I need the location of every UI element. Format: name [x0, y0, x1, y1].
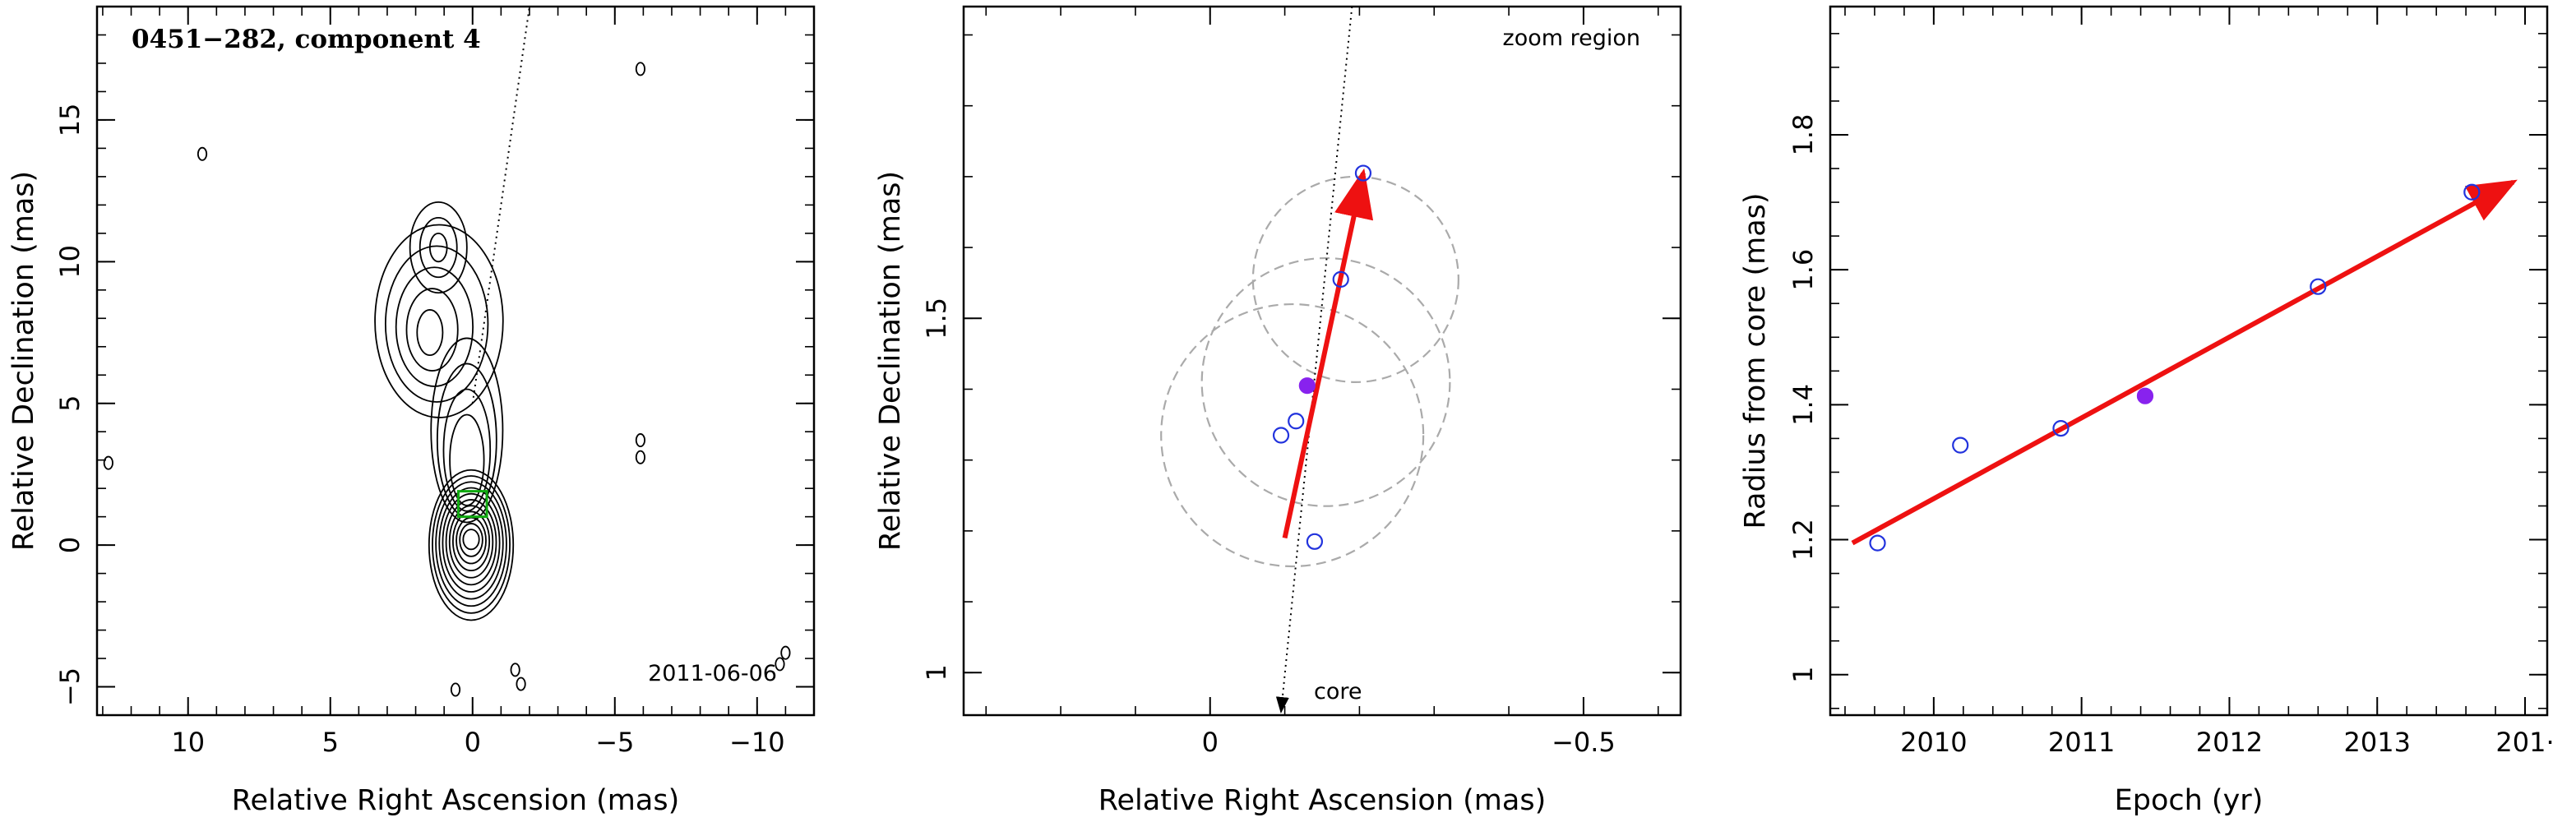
contour-core	[451, 510, 491, 572]
x-tick-label: 5	[322, 727, 339, 758]
contour-jet	[416, 309, 444, 357]
filled-data-point	[2136, 387, 2154, 404]
open-data-point	[1306, 533, 1324, 550]
panel-zoom-region: 0 −0.5 1 1.5 zoom region core Relative Righ…	[874, 5, 1682, 817]
contour-core	[445, 499, 497, 586]
zoom-region-box	[456, 490, 488, 519]
panel-radius-vs-epoch: 2010 2011 2012 2013 201· 1 1.2 1.4 1.6 1.8 Epoch …	[1739, 5, 2555, 817]
contour-core	[459, 523, 483, 557]
contour-jet	[405, 288, 459, 372]
filled-data-point	[1298, 377, 1316, 395]
x-tick-label: 2010	[1900, 727, 1967, 758]
contour-jet	[449, 413, 485, 506]
core-direction-line	[1275, 6, 1353, 713]
x-axis-label: Relative Right Ascension (mas)	[232, 784, 679, 817]
open-data-point	[1952, 436, 1969, 454]
x-axis-label: Relative Right Ascension (mas)	[1098, 784, 1546, 817]
open-data-point	[2463, 183, 2481, 201]
x-tick-label: 0	[1202, 727, 1219, 758]
contour-noise	[450, 682, 461, 697]
y-tick-label: 0	[54, 537, 86, 553]
open-data-point	[1332, 270, 1349, 288]
x-tick-label: −10	[729, 727, 785, 758]
contour-noise	[635, 450, 646, 464]
open-data-point	[1354, 164, 1372, 182]
open-data-point	[1288, 413, 1305, 430]
x-tick-label: 2012	[2196, 727, 2263, 758]
x-axis-label: Epoch (yr)	[2115, 784, 2264, 817]
x-tick-label: 2013	[2344, 727, 2411, 758]
plot-frame	[1829, 5, 2549, 717]
contour-jet	[428, 232, 448, 263]
contour-core	[448, 505, 494, 579]
contour-jet	[374, 224, 504, 418]
x-tick-label: 201·	[2495, 727, 2554, 758]
y-tick-label: 1	[1787, 667, 1819, 683]
uncertainty-circle	[1160, 302, 1425, 568]
motion-arrow	[1282, 168, 1374, 539]
x-tick-label: −0.5	[1552, 727, 1616, 758]
contour-core	[438, 487, 504, 600]
contour-core	[432, 475, 511, 614]
x-tick-label: 10	[171, 727, 205, 758]
plot-frame	[962, 5, 1682, 717]
panel-title: 0451−282, component 4	[132, 25, 481, 54]
x-tick-label: 0	[465, 727, 481, 758]
y-tick-label: 10	[54, 245, 86, 279]
contour-jet	[409, 201, 468, 294]
y-axis-label: Relative Declination (mas)	[874, 171, 907, 551]
y-tick-label: 1.4	[1787, 384, 1819, 426]
contour-core	[428, 469, 515, 621]
y-tick-label: 15	[54, 104, 86, 137]
uncertainty-circle	[1200, 256, 1451, 507]
zoom-region-label: zoom region	[1503, 25, 1640, 51]
y-tick-label: −5	[54, 667, 86, 706]
contour-noise	[510, 663, 520, 677]
y-axis-label: Radius from core (mas)	[1739, 192, 1772, 529]
core-label: core	[1314, 679, 1362, 704]
position-points	[1272, 164, 1372, 550]
contour-noise	[775, 657, 785, 672]
contour-jet	[430, 337, 504, 524]
open-data-point	[1272, 427, 1290, 444]
contour-noise	[103, 455, 113, 470]
contour-noise	[780, 645, 791, 660]
contour-jet	[442, 388, 492, 512]
date-label: 2011-06-06	[648, 661, 777, 686]
x-tick-label: −5	[595, 727, 634, 758]
y-tick-label: 5	[54, 395, 86, 412]
x-tick-label: 2011	[2048, 727, 2115, 758]
uncertainty-circles	[1160, 175, 1459, 568]
contour-map	[103, 62, 791, 697]
jet-direction-line	[471, 6, 530, 404]
contour-noise	[635, 62, 646, 76]
y-axis-label: Relative Declination (mas)	[7, 171, 40, 551]
fit-arrow	[1851, 179, 2518, 546]
y-tick-label: 1.5	[921, 298, 952, 339]
y-tick-label: 1.6	[1787, 249, 1819, 291]
open-data-point	[2052, 419, 2070, 437]
axis-ticks: 0 −0.5 1 1.5	[921, 7, 1681, 758]
contour-core	[462, 529, 480, 551]
open-data-point	[2310, 278, 2327, 295]
plot-frame	[95, 5, 816, 717]
y-tick-label: 1.8	[1787, 114, 1819, 156]
contour-noise	[197, 146, 208, 161]
radius-points	[1869, 183, 2481, 552]
axis-ticks: 10 5 0 −5 −10 −5 0 5 10 15	[54, 6, 815, 758]
uncertainty-circle	[1251, 175, 1459, 383]
contour-noise	[516, 677, 526, 691]
contour-noise	[635, 433, 646, 448]
contour-jet	[384, 245, 489, 403]
y-tick-label: 1	[921, 664, 952, 681]
contour-jet	[395, 266, 474, 387]
y-tick-label: 1.2	[1787, 519, 1819, 561]
contour-core	[435, 481, 507, 607]
contour-core	[442, 492, 501, 593]
axis-ticks: 2010 2011 2012 2013 201· 1 1.2 1.4 1.6 1.8	[1787, 7, 2555, 758]
contour-jet	[419, 216, 458, 279]
open-data-point	[1869, 534, 1886, 552]
